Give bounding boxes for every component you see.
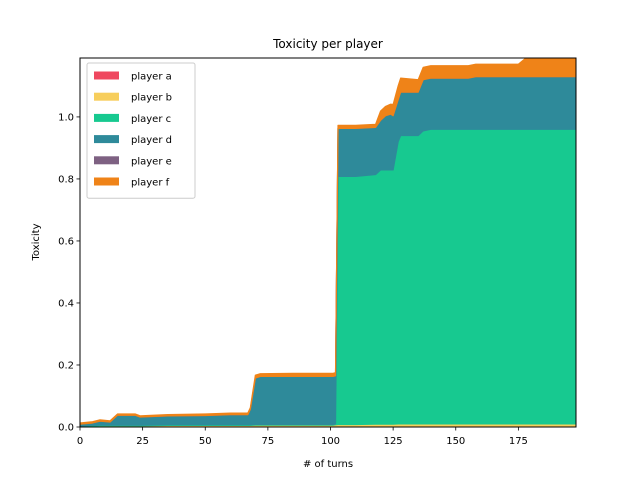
legend-swatch (94, 177, 119, 186)
y-tick-label: 0.8 (58, 174, 74, 185)
x-tick-label: 25 (136, 436, 149, 447)
legend-swatch (94, 135, 119, 144)
legend-swatch (94, 113, 119, 122)
legend-label: player b (131, 93, 172, 104)
x-axis-title: # of turns (303, 459, 353, 470)
legend-label: player f (131, 178, 170, 189)
legend-swatch (94, 156, 119, 165)
legend-label: player c (131, 114, 171, 125)
legend-label: player e (131, 156, 172, 167)
series-areas (80, 58, 576, 427)
y-axis-title: Toxicity (31, 223, 42, 261)
legend-swatch (94, 71, 119, 80)
x-tick-label: 50 (199, 436, 212, 447)
y-tick-label: 0.6 (58, 236, 74, 247)
series-area-player-f (80, 58, 576, 425)
x-tick-label: 125 (384, 436, 403, 447)
legend-label: player d (131, 135, 172, 146)
x-tick-label: 150 (446, 436, 465, 447)
legend-label: player a (131, 72, 172, 83)
x-tick-label: 0 (77, 436, 83, 447)
y-tick-label: 0.0 (58, 423, 74, 434)
y-tick-label: 0.2 (58, 360, 74, 371)
y-tick-label: 0.4 (58, 298, 74, 309)
axes: 0 25 50 75 100 125 150 175 0.0 0.2 0.4 0.6 0.8 1.0 (58, 57, 577, 447)
plot-frame (79, 57, 577, 428)
x-tick-label: 75 (262, 436, 275, 447)
y-tick-label: 1.0 (58, 112, 74, 123)
x-tick-label: 175 (509, 436, 528, 447)
chart-title: Toxicity per player (272, 37, 383, 51)
legend-swatch (94, 92, 119, 101)
x-tick-label: 100 (321, 436, 340, 447)
legend: player a player b player c player d player e… (86, 62, 196, 199)
